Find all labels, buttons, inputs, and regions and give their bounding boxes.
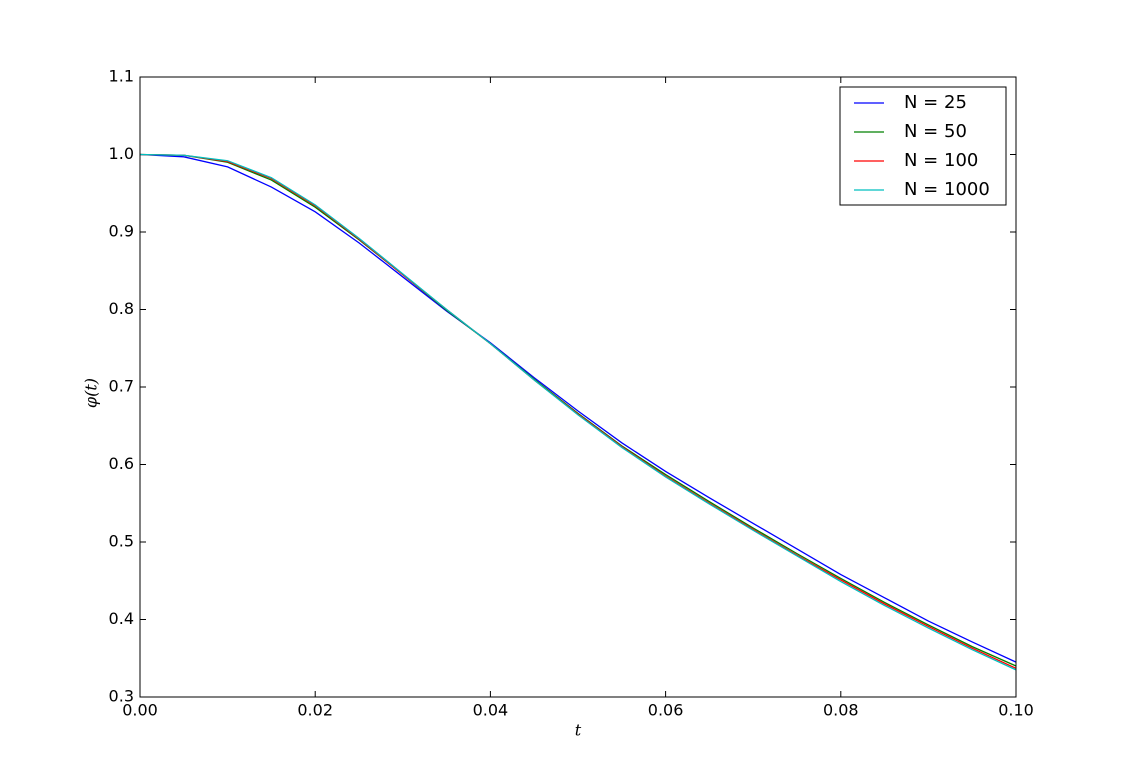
y-tick-label: 0.8 [109, 299, 134, 318]
x-tick-label: 0.08 [823, 701, 859, 720]
x-tick-label: 0.06 [648, 701, 684, 720]
legend-label: N = 25 [904, 92, 967, 113]
y-tick-label: 0.6 [109, 454, 134, 473]
legend-label: N = 50 [904, 121, 967, 142]
legend-label: N = 100 [904, 150, 978, 171]
x-tick-label: 0.04 [473, 701, 509, 720]
y-axis-label: φ(t) [82, 378, 101, 408]
x-axis-label: t [575, 721, 582, 740]
legend-box [839, 86, 1007, 206]
legend-label: N = 1000 [904, 179, 990, 200]
x-tick-label: 0.10 [998, 701, 1034, 720]
y-tick-label: 1.0 [109, 144, 134, 163]
y-tick-label: 0.4 [109, 609, 134, 628]
y-tick-label: 1.1 [109, 67, 134, 86]
line [139, 153, 1017, 663]
x-tick-label: 0.00 [122, 701, 158, 720]
y-tick-label: 0.5 [109, 532, 134, 551]
y-tick-label: 0.9 [109, 222, 134, 241]
y-tick-label: 0.7 [109, 377, 134, 396]
x-tick-label: 0.02 [297, 701, 333, 720]
line [139, 153, 1017, 671]
plot-frame [139, 76, 1017, 698]
y-tick-label: 0.3 [109, 687, 134, 706]
